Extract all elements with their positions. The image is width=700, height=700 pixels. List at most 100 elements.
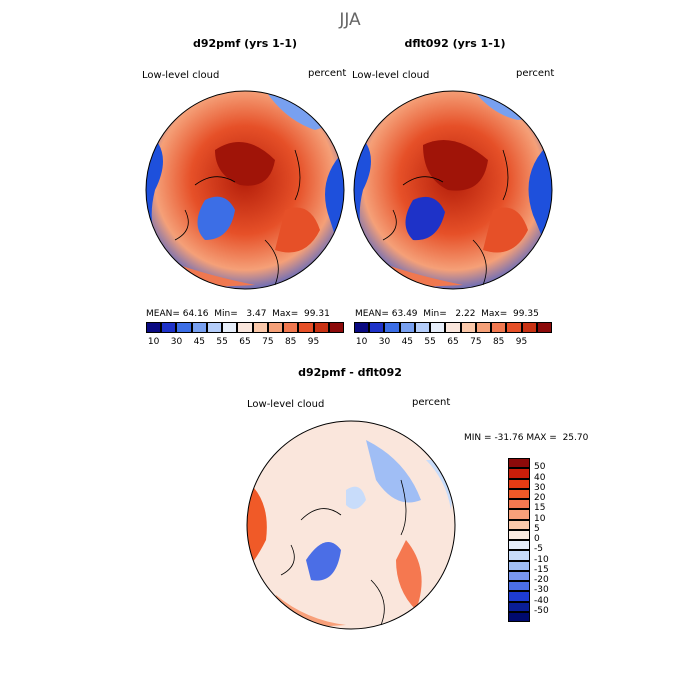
colorbar-swatch [176,322,192,333]
colorbar-tick-label: -5 [534,544,543,555]
colorbar-swatch [508,560,530,571]
max-value: 99.35 [513,309,539,319]
colorbar-tick-label: 10 [355,337,368,347]
colorbar-tick-label: -20 [534,575,549,585]
colorbar-tick-label: 85 [284,337,297,347]
colorbar-tick-label: 5 [534,523,540,534]
units-label: percent [308,68,347,79]
colorbar-tick-label: 95 [307,337,320,347]
min-label: Min= [423,309,447,319]
colorbar-d92pmf [146,322,344,333]
colorbar-swatch [283,322,299,333]
colorbar-tick-label: 65 [239,337,251,347]
min-label: MIN = [464,433,492,443]
colorbar-swatch [222,322,238,333]
colorbar-tick-label: 45 [193,337,206,347]
colorbar-tick-label: 75 [470,337,482,347]
colorbar-swatch [430,322,446,333]
colorbar-swatch [237,322,253,333]
colorbar-swatch [508,478,530,489]
colorbar-swatch [506,322,522,333]
min-value: 2.22 [455,309,476,319]
max-value: 25.70 [562,433,589,443]
min-label: Min= [214,309,238,319]
units-label: percent [412,397,451,408]
colorbar-tick-label: -10 [534,554,549,565]
colorbar-tick-label: 10 [534,513,546,524]
colorbar-difference [508,458,530,622]
colorbar-swatch [267,322,284,333]
colorbar-swatch [508,458,530,469]
panel-title: dflt092 (yrs 1-1) [404,37,506,50]
max-label: Max= [481,309,508,319]
units-label: percent [516,68,555,79]
colorbar-tick-label: -50 [534,605,549,616]
polar-map-difference [246,420,456,630]
colorbar-tick-label: -15 [534,564,549,575]
polar-map-dflt092 [353,90,553,290]
colorbar-tick-label: 75 [262,337,274,347]
stats-dflt092: MEAN= 63.49 Min= 2.22 Max= 99.35 [355,309,539,319]
field-label: Low-level cloud [142,70,220,81]
colorbar-swatch [508,581,530,592]
colorbar-tick-label: 65 [447,337,459,347]
colorbar-swatch [508,499,530,510]
colorbar-swatch [146,322,162,333]
colorbar-tick-label: 15 [534,503,546,514]
colorbar-swatch [252,322,268,333]
colorbar-swatch [369,322,385,333]
page-title: JJA [339,10,361,30]
colorbar-ticks-dflt092: 10 30 45 55 65 75 85 95 [354,337,552,349]
colorbar-swatch [191,322,207,333]
colorbar-tick-label: 30 [170,337,183,347]
colorbar-tick-label: 85 [492,337,505,347]
colorbar-swatch [508,468,530,479]
field-label: Low-level cloud [352,70,430,81]
colorbar-swatch [508,591,530,602]
colorbar-swatch [508,550,530,561]
colorbar-swatch [508,509,530,520]
colorbar-ticks-difference: 50 40 30 20 15 10 5 0 -5 -10 -15 -20 -30 -40 -50 [534,458,564,622]
mean-label: MEAN= [355,309,389,319]
colorbar-swatch [313,322,329,333]
colorbar-swatch [328,322,344,333]
colorbar-dflt092 [354,322,552,333]
min-value: 3.47 [246,309,267,319]
colorbar-swatch [298,322,314,333]
panel-title: d92pmf (yrs 1-1) [192,37,298,50]
colorbar-tick-label: 55 [424,337,436,347]
stats-d92pmf: MEAN= 64.16 Min= 3.47 Max= 99.31 [146,309,330,319]
colorbar-swatch [508,519,530,530]
colorbar-swatch [445,322,461,333]
diff-title: d92pmf - dflt092 [298,366,402,379]
colorbar-ticks-d92pmf: 10 30 45 55 65 75 85 95 [146,337,344,349]
colorbar-tick-label: 45 [401,337,414,347]
colorbar-swatch [508,540,530,551]
colorbar-tick-label: 55 [216,337,228,347]
colorbar-swatch [399,322,415,333]
colorbar-tick-label: 0 [534,534,540,544]
colorbar-swatch [414,322,431,333]
field-label: Low-level cloud [247,399,325,410]
diff-stats: MIN = -31.76 MAX = 25.70 [464,433,588,443]
max-label: MAX = [526,433,557,443]
colorbar-tick-label: 20 [534,493,546,503]
colorbar-swatch [460,322,476,333]
colorbar-swatch [508,488,530,499]
mean-value: 63.49 [391,309,418,319]
max-label: Max= [272,309,299,319]
colorbar-swatch [508,601,530,612]
colorbar-tick-label: -30 [534,585,549,596]
min-value: -31.76 [494,433,524,443]
colorbar-tick-label: 30 [378,337,391,347]
mean-value: 64.16 [182,309,209,319]
max-value: 99.31 [304,309,330,319]
colorbar-swatch [354,322,370,333]
colorbar-swatch [384,322,400,333]
polar-map-d92pmf [145,90,345,290]
colorbar-swatch [491,322,507,333]
colorbar-tick-label: -40 [534,595,549,606]
colorbar-swatch [508,529,530,540]
colorbar-tick-label: 95 [515,337,528,347]
colorbar-swatch [521,322,537,333]
